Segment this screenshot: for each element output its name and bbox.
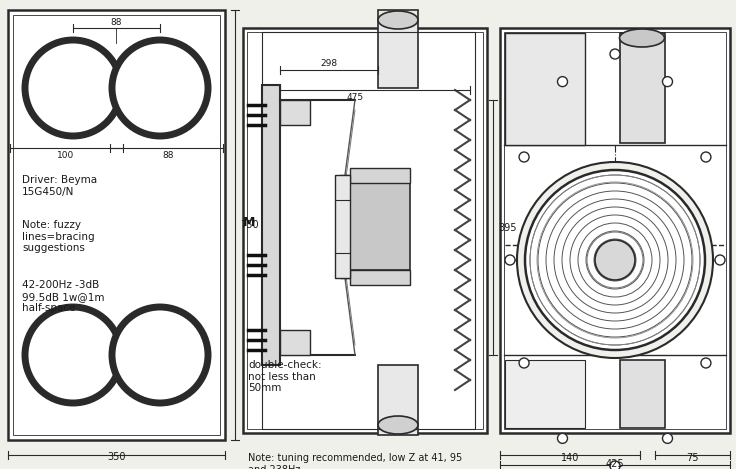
Bar [340,175,360,278]
Text: Note: fuzzy
lines=bracing
suggestions: Note: fuzzy lines=bracing suggestions [22,220,95,253]
Circle shape [715,255,725,265]
Ellipse shape [378,11,418,29]
Bar [350,168,410,183]
Ellipse shape [378,416,418,434]
Bar [280,100,310,125]
Circle shape [25,40,121,136]
Bar [8,10,225,440]
Circle shape [557,433,567,443]
Bar [13,15,220,435]
Bar [350,270,410,285]
Bar [504,32,726,429]
Text: 350: 350 [107,452,126,462]
Bar [262,85,280,365]
Circle shape [517,162,713,358]
Text: 298: 298 [320,59,338,68]
Circle shape [662,433,673,443]
Bar [262,32,475,429]
Bar [350,183,410,270]
Text: M: M [243,215,255,228]
Bar [378,10,418,88]
Text: double-check:
not less than
50mm: double-check: not less than 50mm [248,360,322,393]
Text: 425: 425 [606,459,624,469]
Text: Driver: Beyma
15G450/N: Driver: Beyma 15G450/N [22,175,97,197]
Circle shape [505,255,515,265]
Bar [335,175,350,278]
Bar [243,28,487,433]
Bar [280,330,310,355]
Bar [505,360,585,428]
Circle shape [610,461,620,469]
Bar [620,360,665,428]
Circle shape [701,358,711,368]
Bar [500,28,730,433]
Text: 475: 475 [347,93,364,102]
Circle shape [112,40,208,136]
Text: 42-200Hz -3dB
99.5dB 1w@1m
half-space: 42-200Hz -3dB 99.5dB 1w@1m half-space [22,280,105,313]
Circle shape [662,76,673,87]
Ellipse shape [620,29,665,47]
Bar [505,33,585,145]
Bar [620,33,665,143]
Text: 75: 75 [686,453,698,463]
Text: 395: 395 [498,222,517,233]
Circle shape [610,49,620,59]
Text: 750: 750 [240,220,258,230]
Text: 88: 88 [162,151,174,160]
Text: 140: 140 [561,453,579,463]
Circle shape [595,240,635,280]
Circle shape [519,152,529,162]
Bar [247,32,483,429]
Circle shape [701,152,711,162]
Text: 88: 88 [110,18,121,27]
Circle shape [557,76,567,87]
Bar [378,365,418,435]
Circle shape [519,358,529,368]
Circle shape [112,307,208,403]
Text: Note: tuning recommended, low Z at 41, 95
and 238Hz: Note: tuning recommended, low Z at 41, 9… [248,453,462,469]
Circle shape [25,307,121,403]
Text: 100: 100 [57,151,74,160]
Circle shape [525,170,705,350]
